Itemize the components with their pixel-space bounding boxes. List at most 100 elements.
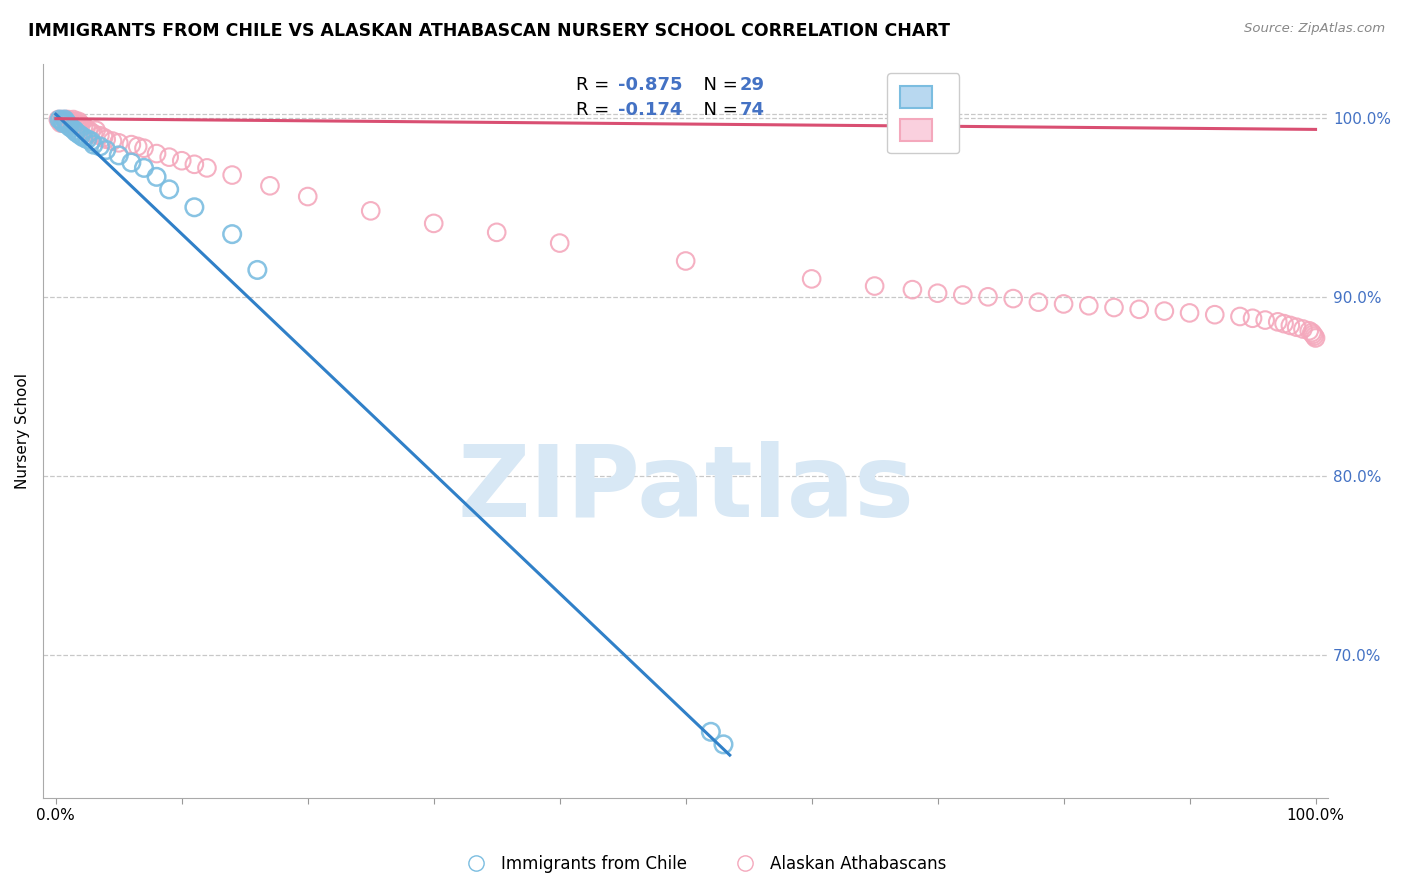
- Point: [52, 116, 75, 130]
- Point: [46, 112, 69, 127]
- Y-axis label: Nursery School: Nursery School: [15, 373, 30, 489]
- Point: [56, 114, 79, 128]
- Point: [1077, 299, 1099, 313]
- Point: [65, 125, 87, 139]
- Point: [84, 123, 107, 137]
- Point: [93, 130, 115, 145]
- Point: [157, 182, 180, 196]
- Point: [72, 120, 94, 134]
- Point: [1267, 315, 1289, 329]
- Text: -0.875: -0.875: [617, 77, 682, 95]
- Point: [1303, 329, 1326, 343]
- Point: [1178, 306, 1201, 320]
- Point: [80, 125, 103, 139]
- Point: [1229, 310, 1251, 324]
- Point: [120, 137, 142, 152]
- Point: [55, 114, 77, 128]
- Point: [863, 279, 886, 293]
- Point: [62, 112, 84, 127]
- Point: [1272, 317, 1295, 331]
- Point: [83, 127, 105, 141]
- Point: [1301, 326, 1323, 340]
- Point: [195, 161, 218, 175]
- Point: [1241, 311, 1264, 326]
- Point: [89, 139, 111, 153]
- Point: [69, 116, 91, 130]
- Point: [1128, 302, 1150, 317]
- Text: Source: ZipAtlas.com: Source: ZipAtlas.com: [1244, 22, 1385, 36]
- Point: [63, 114, 86, 128]
- Point: [48, 112, 70, 127]
- Point: [713, 737, 735, 751]
- Point: [221, 227, 243, 241]
- Point: [259, 178, 281, 193]
- Text: R =: R =: [576, 77, 616, 95]
- Point: [53, 112, 76, 127]
- Point: [51, 114, 73, 128]
- Point: [51, 112, 73, 127]
- Point: [145, 169, 167, 184]
- Text: -0.174: -0.174: [617, 102, 682, 120]
- Point: [1002, 292, 1025, 306]
- Point: [246, 263, 269, 277]
- Point: [52, 114, 75, 128]
- Text: R =: R =: [576, 102, 621, 120]
- Point: [89, 128, 111, 143]
- Point: [422, 216, 444, 230]
- Point: [952, 288, 974, 302]
- Point: [80, 134, 103, 148]
- Point: [1298, 324, 1320, 338]
- Point: [58, 118, 80, 132]
- Text: 74: 74: [740, 102, 765, 120]
- Point: [96, 143, 118, 157]
- Point: [297, 189, 319, 203]
- Text: 29: 29: [740, 77, 765, 95]
- Point: [75, 121, 97, 136]
- Point: [70, 128, 93, 143]
- Point: [83, 137, 105, 152]
- Point: [1254, 313, 1277, 327]
- Point: [170, 153, 193, 168]
- Point: [1204, 308, 1226, 322]
- Point: [53, 116, 76, 130]
- Point: [77, 123, 100, 137]
- Point: [548, 236, 571, 251]
- Point: [48, 114, 70, 128]
- Point: [56, 116, 79, 130]
- Point: [901, 283, 924, 297]
- Point: [60, 118, 83, 132]
- Point: [927, 286, 949, 301]
- Point: [66, 118, 89, 132]
- Point: [65, 116, 87, 130]
- Point: [360, 203, 382, 218]
- Point: [55, 112, 77, 127]
- Point: [977, 290, 1000, 304]
- Legend: , : ,: [887, 73, 959, 153]
- Point: [63, 123, 86, 137]
- Point: [1028, 295, 1050, 310]
- Point: [1305, 331, 1327, 345]
- Text: IMMIGRANTS FROM CHILE VS ALASKAN ATHABASCAN NURSERY SCHOOL CORRELATION CHART: IMMIGRANTS FROM CHILE VS ALASKAN ATHABAS…: [28, 22, 950, 40]
- Point: [157, 150, 180, 164]
- Point: [1292, 322, 1315, 336]
- Point: [1052, 297, 1074, 311]
- Point: [132, 141, 155, 155]
- Point: [67, 114, 90, 128]
- Point: [800, 272, 823, 286]
- Point: [101, 134, 124, 148]
- Point: [1279, 318, 1302, 333]
- Text: ZIPatlas: ZIPatlas: [457, 442, 914, 538]
- Point: [1153, 304, 1175, 318]
- Point: [70, 118, 93, 132]
- Point: [700, 724, 723, 739]
- Point: [58, 112, 80, 127]
- Point: [675, 254, 697, 268]
- Text: N =: N =: [692, 102, 744, 120]
- Point: [49, 116, 72, 130]
- Point: [1285, 320, 1308, 334]
- Text: N =: N =: [692, 77, 744, 95]
- Point: [60, 121, 83, 136]
- Point: [485, 225, 508, 239]
- Point: [127, 139, 149, 153]
- Point: [221, 168, 243, 182]
